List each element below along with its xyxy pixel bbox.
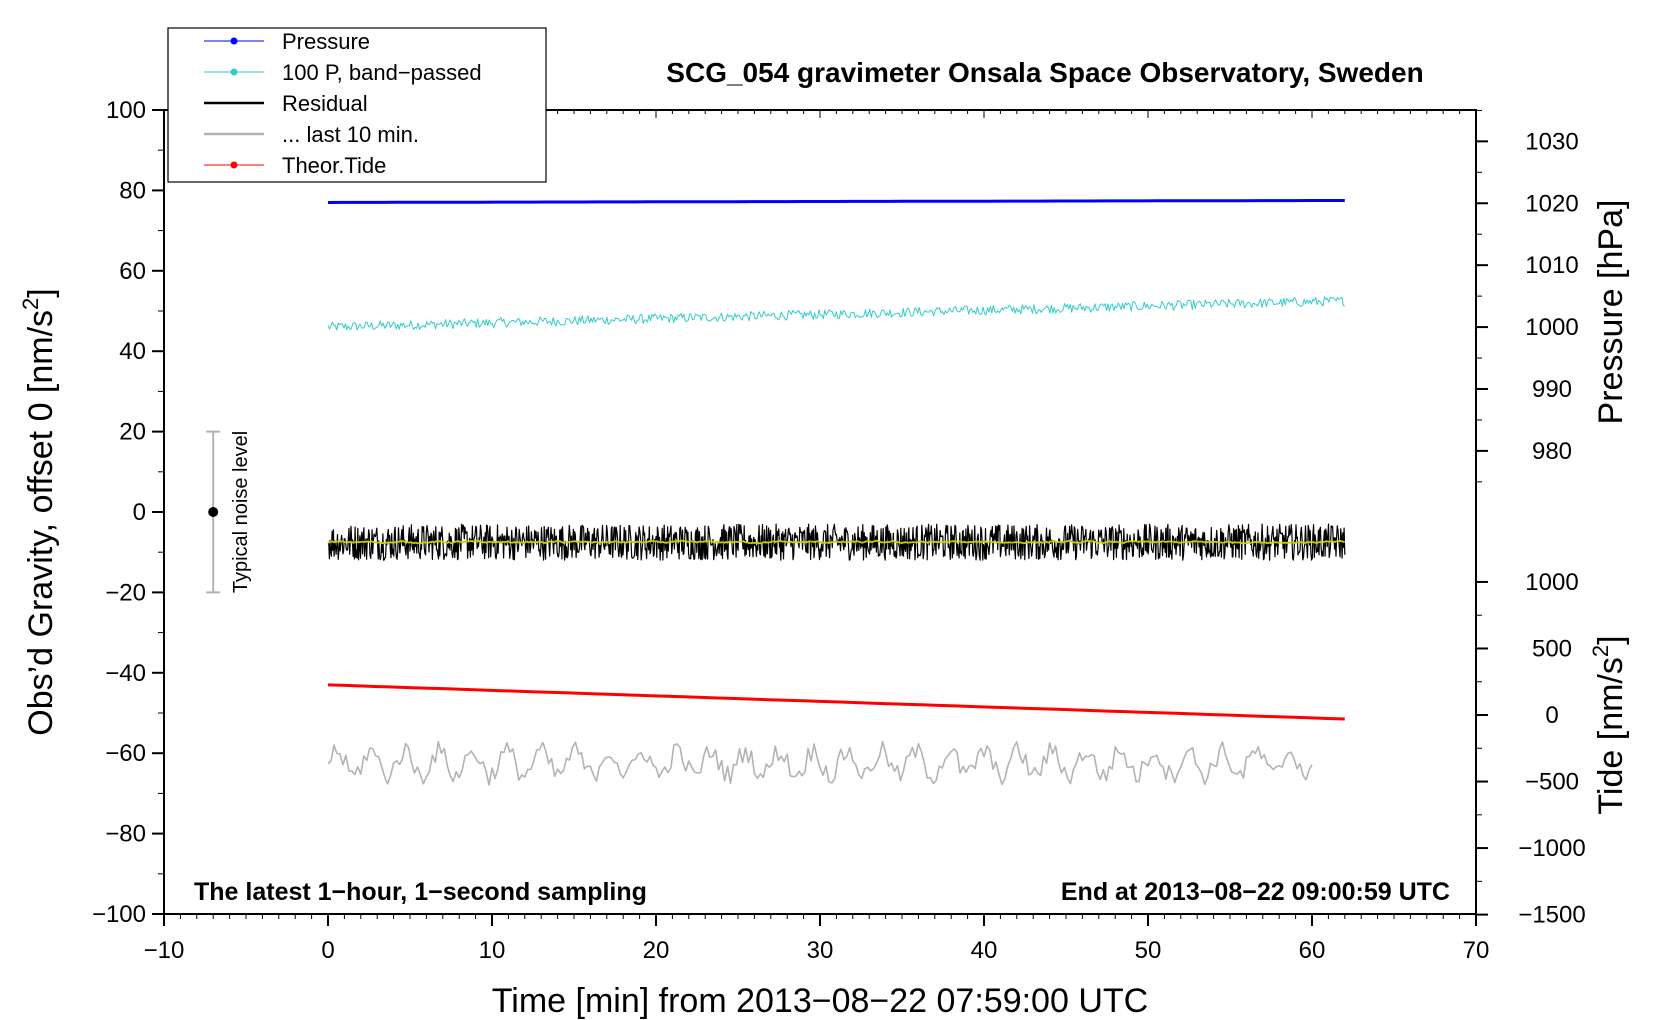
y-tick-label: −20 [105,579,146,606]
y-axis-title-tide-sup: 2 [1588,645,1613,657]
noise-bar-dot [208,507,219,517]
y-tick-label: −80 [105,821,146,848]
legend-label: 100 P, band−passed [282,60,482,85]
tide-tick-label: 500 [1532,635,1572,662]
x-tick-label: −10 [144,937,185,964]
x-tick-label: 50 [1135,937,1162,964]
series-line-residual-smoothed [327,539,1345,545]
legend-label: Pressure [282,29,370,54]
tide-tick-label: 0 [1545,702,1558,729]
y-axis-title-tide: Tide [nm/s2] [1588,635,1630,814]
series-line-theor-tide [327,683,1345,721]
y-tick-label: 20 [119,419,146,446]
x-axis-title: Time [min] from 2013−08−22 07:59:00 UTC [492,982,1148,1020]
x-tick-label: 60 [1299,937,1326,964]
legend-label: Theor.Tide [282,153,386,178]
y-tick-label: −40 [105,660,146,687]
y-axis-title-pressure: Pressure [hPa] [1592,200,1630,425]
y-tick-label: 100 [106,97,146,124]
annotation-end-time: End at 2013−08−22 09:00:59 UTC [1061,878,1450,906]
tide-tick-label: 1000 [1525,569,1578,596]
tide-tick-label: −1000 [1518,835,1585,862]
plot-frame [163,109,1477,915]
noise-bar-label: Typical noise level [230,431,252,593]
legend-marker [230,161,238,169]
series-line--last-10-min- [327,740,1313,786]
series-line-pressure [327,199,1345,204]
series-line-residual [327,523,1346,561]
legend-label: ... last 10 min. [282,122,419,147]
legend: Pressure 100 P, band−passed Residual ... la… [167,27,547,183]
chart-title: SCG_054 gravimeter Onsala Space Observat… [666,57,1423,88]
pressure-tick-label: 1030 [1525,128,1578,155]
pressure-tick-label: 1010 [1525,252,1578,279]
y-tick-label: 40 [119,338,146,365]
y-tick-label: 80 [119,177,146,204]
annotation-sampling: The latest 1−hour, 1−second sampling [194,878,647,906]
legend-marker [230,37,238,45]
pressure-tick-label: 1020 [1525,190,1578,217]
legend-box [167,27,547,183]
y-axis-title-tide-close: ] [1592,635,1630,644]
x-tick-label: 30 [807,937,834,964]
series-line-100-p-band-passed [327,296,1345,331]
legend-label: Residual [282,91,368,116]
x-tick-label: 20 [643,937,670,964]
y-axis-title-left: Obs’d Gravity, offset 0 [nm/s2] [18,288,60,735]
y-axis-title-left-close: ] [22,288,60,297]
pressure-tick-label: 1000 [1525,314,1578,341]
tide-tick-label: −500 [1525,769,1579,796]
x-tick-label: 0 [321,937,334,964]
y-tick-label: 60 [119,258,146,285]
y-tick-label: 0 [133,499,146,526]
legend-marker [230,68,238,76]
pressure-tick-label: 990 [1532,376,1572,403]
x-tick-label: 10 [479,937,506,964]
y-tick-label: −100 [92,901,146,928]
x-tick-label: 70 [1463,937,1490,964]
tide-tick-label: −1500 [1518,902,1585,929]
y-tick-label: −60 [105,740,146,767]
x-tick-label: 40 [971,937,998,964]
pressure-tick-label: 980 [1532,438,1572,465]
y-axis-title-left-sup: 2 [18,298,43,310]
